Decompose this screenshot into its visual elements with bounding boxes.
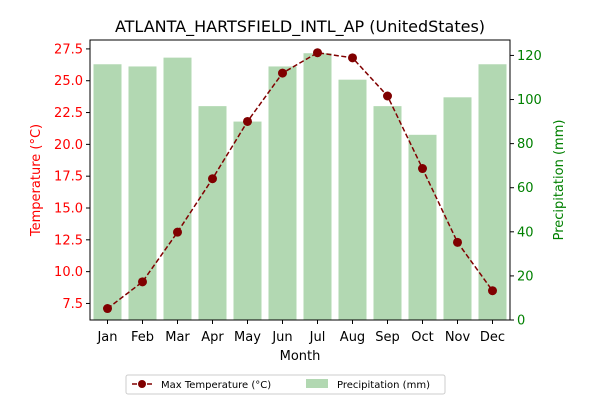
precip-bar-dec [478,64,507,320]
right-tick-label: 0 [517,314,525,329]
temperature-line-path [107,51,494,310]
right-tick-label: 120 [517,49,542,64]
left-axis-title: Temperature (°C) [29,124,44,237]
x-tick-label-jun: Jun [271,330,292,345]
left-tick-label: 7.5 [62,297,83,312]
x-tick-label-apr: Apr [201,330,224,345]
legend-line-marker [138,380,146,388]
x-tick-label-jul: Jul [309,330,326,345]
precip-bar-nov [443,97,472,320]
x-tick-label-oct: Oct [411,330,433,345]
left-tick-label: 15.0 [54,202,83,217]
x-tick-label-sep: Sep [375,330,400,345]
temp-point-jul [313,48,322,58]
temp-point-dec [488,286,497,296]
left-axis-ticks: 7.5 10.0 12.5 15.0 17.5 20.0 22.5 25.0 27.5 [54,42,90,312]
precipitation-bars [93,53,507,321]
legend-box [125,374,446,395]
precip-bar-apr [198,106,227,321]
precip-bar-sep [373,106,402,321]
temp-point-aug [348,53,357,63]
precip-bar-jul [303,53,332,321]
temp-point-sep [383,91,392,101]
precip-bar-mar [163,57,192,321]
legend-label-precipitation: Precipitation (mm) [337,380,430,391]
x-tick-label-nov: Nov [445,330,471,345]
temp-point-oct [418,164,427,174]
temp-point-mar [173,227,182,237]
plot-frame [89,39,511,321]
precip-bar-jan [93,64,122,320]
temp-point-feb [138,277,147,287]
precip-bar-jun [268,66,297,320]
right-axis-ticks: 0 20 40 60 80 100 120 [510,49,542,329]
x-tick-label-dec: Dec [480,330,505,345]
temp-point-apr [208,174,217,184]
right-tick-label: 60 [517,181,534,196]
temp-point-jan [103,304,112,314]
chart-title: ATLANTA_HARTSFIELD_INTL_AP (UnitedStates… [115,17,485,37]
x-tick-label-mar: Mar [165,330,190,345]
x-axis-ticks: Jan Feb Mar Apr May Jun Jul Aug Sep Oct Nov Dec [96,320,505,345]
right-tick-label: 40 [517,225,534,240]
right-tick-label: 100 [517,93,542,108]
legend: Max Temperature (°C) Precipitation (mm) [125,374,446,395]
left-tick-label: 17.5 [54,170,83,185]
left-tick-label: 25.0 [54,74,83,89]
left-tick-label: 20.0 [54,138,83,153]
x-tick-label-may: May [234,330,261,345]
left-tick-label: 12.5 [54,233,83,248]
legend-bar-swatch [306,379,328,388]
legend-label-temperature: Max Temperature (°C) [161,380,271,391]
precip-bar-may [233,121,262,321]
left-tick-label: 22.5 [54,106,83,121]
precip-bar-oct [408,134,437,320]
right-tick-label: 80 [517,137,534,152]
x-tick-label-feb: Feb [131,330,154,345]
left-tick-label: 10.0 [54,265,83,280]
x-axis-title: Month [280,349,321,364]
precip-bar-aug [338,79,367,321]
x-tick-label-aug: Aug [340,330,365,345]
left-tick-label: 27.5 [54,42,83,57]
x-tick-label-jan: Jan [96,330,117,345]
temp-point-may [243,116,252,126]
temp-point-jun [278,68,287,78]
temp-point-nov [453,237,462,247]
right-tick-label: 20 [517,269,534,284]
temperature-line [103,48,497,314]
right-axis-title: Precipitation (mm) [552,120,567,241]
